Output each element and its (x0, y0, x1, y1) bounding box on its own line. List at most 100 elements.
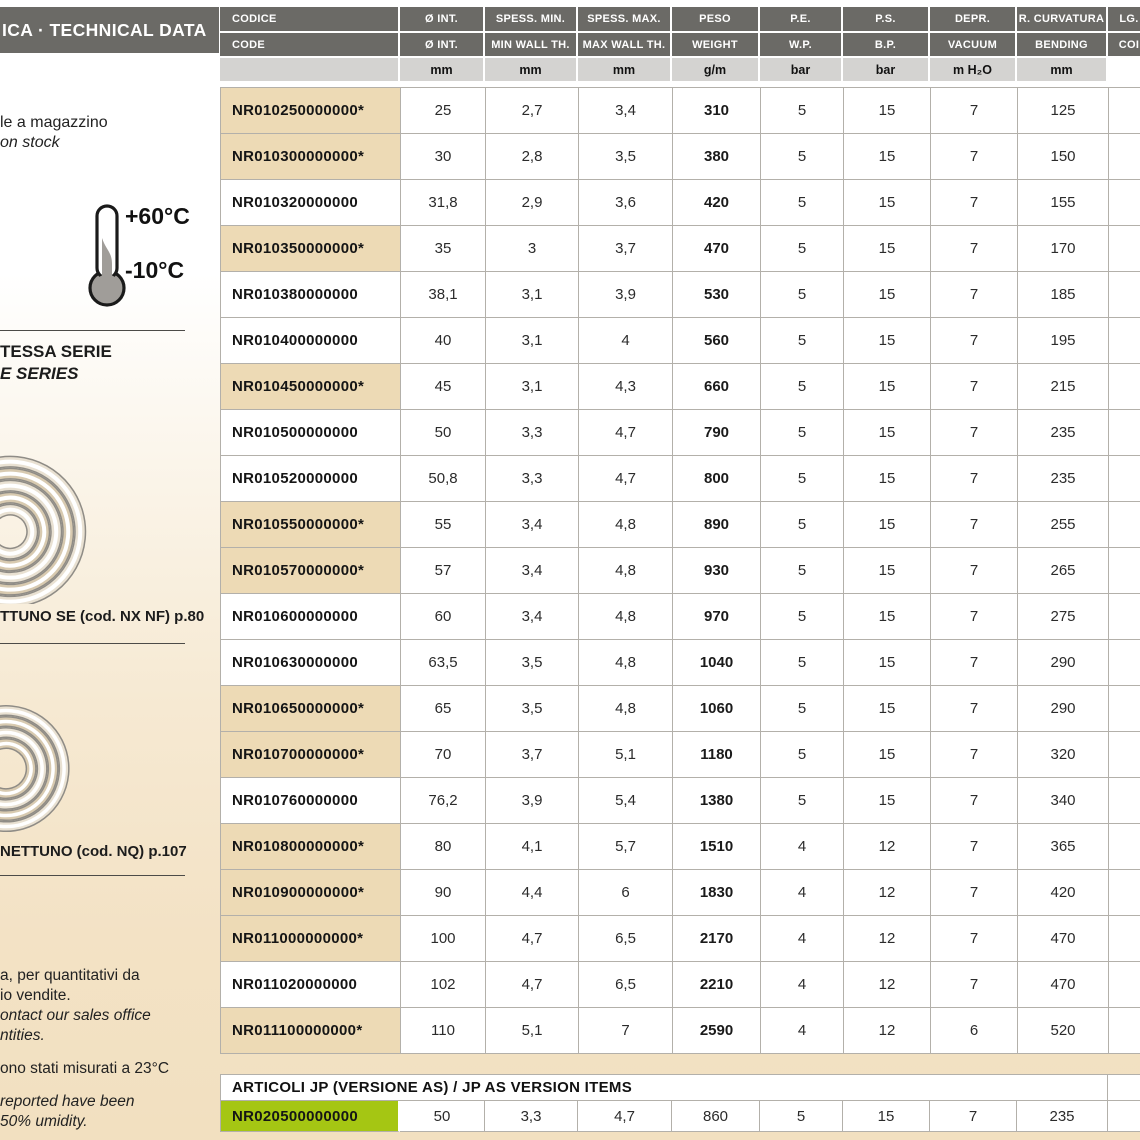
value-cell: 50 (401, 410, 486, 456)
value-cell: 310 (673, 88, 761, 134)
footnote-spacer (0, 1079, 169, 1092)
value-cell: 60 (401, 594, 486, 640)
value-cell: 7 (931, 824, 1018, 870)
value-cell: 7 (931, 272, 1018, 318)
value-cell (1109, 180, 1140, 226)
code-cell: NR010350000000* (221, 226, 401, 272)
value-cell: 5 (761, 502, 844, 548)
value-cell: 15 (844, 410, 931, 456)
table-row: NR010900000000* 90 4,4 6 1830 4 12 7 420 (221, 870, 1140, 916)
value-cell: 970 (673, 594, 761, 640)
table-row: NR010570000000* 57 3,4 4,8 930 5 15 7 265 (221, 548, 1140, 594)
column-header-it: SPESS. MAX. (578, 7, 672, 31)
table-row: NR010250000000* 25 2,7 3,4 310 5 15 7 125 (221, 88, 1140, 134)
value-cell: 5 (761, 594, 844, 640)
value-cell: 15 (844, 226, 931, 272)
table-row: NR010760000000 76,2 3,9 5,4 1380 5 15 7 340 (221, 778, 1140, 824)
value-cell: 3,5 (486, 640, 579, 686)
column-header-it: CODICE (220, 7, 400, 31)
column-unit: mm (400, 58, 485, 81)
value-cell: 12 (844, 916, 931, 962)
column-header-it: PESO (672, 7, 760, 31)
value-cell: 2590 (673, 1008, 761, 1054)
code-cell: NR010800000000* (221, 824, 401, 870)
value-cell: 340 (1018, 778, 1109, 824)
value-cell: 5 (761, 640, 844, 686)
table-body: NR010250000000* 25 2,7 3,4 310 5 15 7 125 NR01030… (220, 87, 1140, 1054)
value-cell: 320 (1018, 732, 1109, 778)
jp-table-row: NR020500000000 50 3,3 4,7 860 5 15 7 235 (220, 1101, 1140, 1132)
value-cell: 150 (1018, 134, 1109, 180)
value-cell: 102 (401, 962, 486, 1008)
column-header-it: DEPR. (930, 7, 1017, 31)
thermometer-icon (88, 200, 218, 310)
value-cell: 3,5 (486, 686, 579, 732)
value-cell: 365 (1018, 824, 1109, 870)
value-cell: 4 (761, 916, 844, 962)
table-row: NR010450000000* 45 3,1 4,3 660 5 15 7 215 (221, 364, 1140, 410)
value-cell: 4,7 (579, 410, 673, 456)
value-cell: 5,1 (486, 1008, 579, 1054)
column-unit: m H₂O (930, 58, 1017, 81)
value-cell: 2210 (673, 962, 761, 1008)
jp-section-body: NR020500000000 50 3,3 4,7 860 5 15 7 235 (220, 1101, 1140, 1132)
value-cell: 3,9 (579, 272, 673, 318)
footnote-line: ntities. (0, 1027, 45, 1044)
column-header-en: COI (1108, 33, 1140, 56)
column-unit: bar (760, 58, 843, 81)
value-cell: 55 (401, 502, 486, 548)
code-cell: NR010250000000* (221, 88, 401, 134)
table-row: NR010800000000* 80 4,1 5,7 1510 4 12 7 365 (221, 824, 1140, 870)
value-cell: 15 (844, 318, 931, 364)
value-cell: 2,9 (486, 180, 579, 226)
value-cell: 195 (1018, 318, 1109, 364)
footnote-line: reported have been (0, 1093, 135, 1110)
value-cell: 15 (844, 732, 931, 778)
column-header-en: MIN WALL TH. (485, 33, 578, 56)
value-cell (1109, 134, 1140, 180)
value-cell: 1380 (673, 778, 761, 824)
value-cell: 420 (673, 180, 761, 226)
value-cell: 7 (931, 502, 1018, 548)
value-cell: 930 (673, 548, 761, 594)
value-cell: 4 (761, 1008, 844, 1054)
value-cell: 7 (931, 686, 1018, 732)
value-cell: 15 (844, 272, 931, 318)
divider (0, 875, 185, 876)
jp-value-cell: 860 (672, 1101, 760, 1132)
value-cell: 470 (1018, 962, 1109, 1008)
value-cell: 15 (844, 594, 931, 640)
same-series-en: E SERIES (0, 364, 79, 383)
value-cell: 3,4 (486, 594, 579, 640)
code-cell: NR010600000000 (221, 594, 401, 640)
value-cell: 25 (401, 88, 486, 134)
value-cell (1109, 502, 1140, 548)
value-cell: 7 (931, 594, 1018, 640)
value-cell: 15 (844, 640, 931, 686)
value-cell: 3 (486, 226, 579, 272)
value-cell: 3,1 (486, 318, 579, 364)
jp-value-cell: 4,7 (578, 1101, 672, 1132)
jp-section-title-side (1108, 1074, 1140, 1101)
value-cell: 5 (761, 180, 844, 226)
value-cell: 31,8 (401, 180, 486, 226)
value-cell: 30 (401, 134, 486, 180)
value-cell: 2,8 (486, 134, 579, 180)
value-cell: 90 (401, 870, 486, 916)
jp-value-cell (1108, 1101, 1140, 1132)
table-header-row-it: CODICE Ø INT. SPESS. MIN. SPESS. MAX. PESO P.… (220, 7, 1140, 31)
value-cell: 4 (761, 870, 844, 916)
column-header-en: Ø INT. (400, 33, 485, 56)
code-cell: NR010630000000 (221, 640, 401, 686)
value-cell: 15 (844, 548, 931, 594)
value-cell: 3,3 (486, 410, 579, 456)
value-cell: 100 (401, 916, 486, 962)
table-row: NR010550000000* 55 3,4 4,8 890 5 15 7 255 (221, 502, 1140, 548)
value-cell (1109, 272, 1140, 318)
value-cell: 3,1 (486, 272, 579, 318)
table-row: NR010400000000 40 3,1 4 560 5 15 7 195 (221, 318, 1140, 364)
value-cell: 275 (1018, 594, 1109, 640)
column-header-en: CODE (220, 33, 400, 56)
jp-section-header: ARTICOLI JP (VERSIONE AS) / JP AS VERSIO… (220, 1074, 1140, 1101)
footnote-line: a, per quantitativi da (0, 967, 140, 984)
